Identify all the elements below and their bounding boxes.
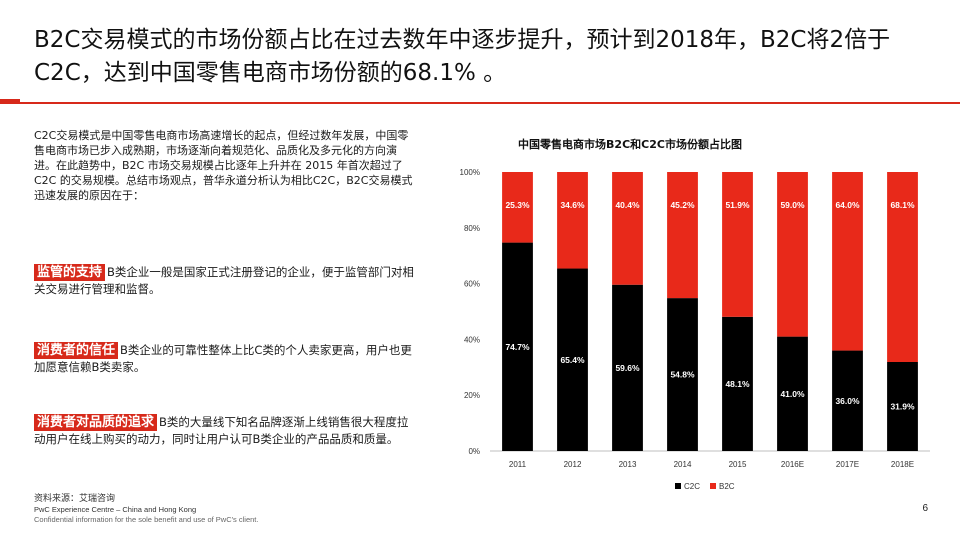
data-label-b2c: 40.4%	[615, 200, 640, 210]
data-label-c2c: 41.0%	[780, 389, 805, 399]
y-tick-label: 20%	[464, 391, 480, 400]
bar-b2c-2013	[612, 172, 643, 285]
x-tick-label: 2013	[619, 460, 637, 469]
x-tick-label: 2014	[674, 460, 692, 469]
bar-b2c-2015	[722, 172, 753, 317]
reason-text: B类的大量线下知名品牌逐渐上线销售很大程度拉动用户在线上购买的动力，同时让用户认…	[34, 415, 409, 446]
bar-c2c-2015	[722, 316, 753, 451]
data-label-b2c: 25.3%	[505, 200, 530, 210]
reason-text: B类企业一般是国家正式注册登记的企业，便于监管部门对相关交易进行管理和监督。	[34, 265, 414, 296]
data-label-c2c: 48.1%	[725, 379, 750, 389]
footer-line-2: Confidential information for the sole be…	[34, 515, 259, 524]
legend-swatch-c2c	[675, 483, 681, 489]
source-note: 资料来源：艾瑞咨询	[34, 493, 116, 503]
data-label-b2c: 68.1%	[890, 200, 915, 210]
bar-b2c-2017e	[832, 172, 863, 351]
footer-line-1: PwC Experience Centre – China and Hong K…	[34, 505, 197, 514]
chart-title: 中国零售电商市场B2C和C2C市场份额占比图	[518, 137, 742, 151]
bar-b2c-2016e	[777, 172, 808, 337]
title-divider	[0, 102, 960, 104]
reason-tag: 监管的支持	[34, 264, 106, 281]
bar-c2c-2012	[557, 268, 588, 451]
data-label-c2c: 54.8%	[670, 370, 695, 380]
data-label-b2c: 45.2%	[670, 200, 695, 210]
data-label-b2c: 64.0%	[835, 200, 860, 210]
reason-tag: 消费者的信任	[34, 342, 119, 359]
y-tick-label: 40%	[464, 335, 480, 344]
x-tick-label: 2017E	[836, 460, 859, 469]
x-tick-label: 2015	[729, 460, 747, 469]
market-share-chart-svg: 中国零售电商市场B2C和C2C市场份额占比图 0% 20% 40% 60% 80% 100%…	[460, 137, 930, 491]
page-number: 6	[922, 503, 928, 514]
data-label-c2c: 59.6%	[615, 363, 640, 373]
market-share-chart: 中国零售电商市场B2C和C2C市场份额占比图 0% 20% 40% 60% 80% 100%…	[430, 124, 950, 504]
bar-c2c-2016e	[777, 336, 808, 451]
reason-quality-pursuit: 消费者对品质的追求 B类的大量线下知名品牌逐渐上线销售很大程度拉动用户在线上购买的…	[34, 414, 414, 447]
x-tick-label: 2011	[509, 460, 527, 469]
page-title: B2C交易模式的市场份额占比在过去数年中逐步提升，预计到2018年，B2C将2倍…	[34, 27, 891, 86]
bar-b2c-2011	[502, 172, 533, 243]
data-label-c2c: 65.4%	[560, 355, 585, 365]
legend-swatch-b2c	[710, 483, 716, 489]
data-label-c2c: 31.9%	[890, 401, 915, 411]
y-tick-label: 80%	[464, 224, 480, 233]
bar-c2c-2011	[502, 242, 533, 451]
y-tick-label: 100%	[460, 168, 480, 177]
intro-paragraph: C2C交易模式是中国零售电商市场高速增长的起点，但经过数年发展，中国零售电商市场…	[34, 129, 413, 202]
reason-tag: 消费者对品质的追求	[34, 414, 158, 431]
data-label-c2c: 74.7%	[505, 342, 530, 352]
bar-c2c-2014	[667, 298, 698, 451]
legend-label-b2c: B2C	[719, 482, 735, 491]
x-tick-label: 2012	[564, 460, 582, 469]
x-tick-label: 2018E	[891, 460, 914, 469]
bar-c2c-2017e	[832, 350, 863, 451]
data-label-b2c: 51.9%	[725, 200, 750, 210]
title-divider-accent	[0, 99, 20, 104]
reason-regulatory-support: 监管的支持 B类企业一般是国家正式注册登记的企业，便于监管部门对相关交易进行管理和…	[34, 264, 414, 297]
bar-c2c-2018e	[887, 361, 918, 451]
y-tick-label: 0%	[468, 447, 480, 456]
reason-text: B类企业的可靠性整体上比C类的个人卖家更高，用户也更加愿意信赖B类卖家。	[34, 343, 412, 374]
data-label-b2c: 59.0%	[780, 200, 805, 210]
bar-b2c-2014	[667, 172, 698, 299]
bar-c2c-2013	[612, 284, 643, 451]
x-tick-label: 2016E	[781, 460, 804, 469]
bar-b2c-2012	[557, 172, 588, 269]
data-label-b2c: 34.6%	[560, 200, 585, 210]
data-label-c2c: 36.0%	[835, 396, 860, 406]
legend-label-c2c: C2C	[684, 482, 700, 491]
reason-consumer-trust: 消费者的信任 B类企业的可靠性整体上比C类的个人卖家更高，用户也更加愿意信赖B类卖…	[34, 342, 414, 375]
bar-b2c-2018e	[887, 172, 918, 362]
y-tick-label: 60%	[464, 280, 480, 289]
